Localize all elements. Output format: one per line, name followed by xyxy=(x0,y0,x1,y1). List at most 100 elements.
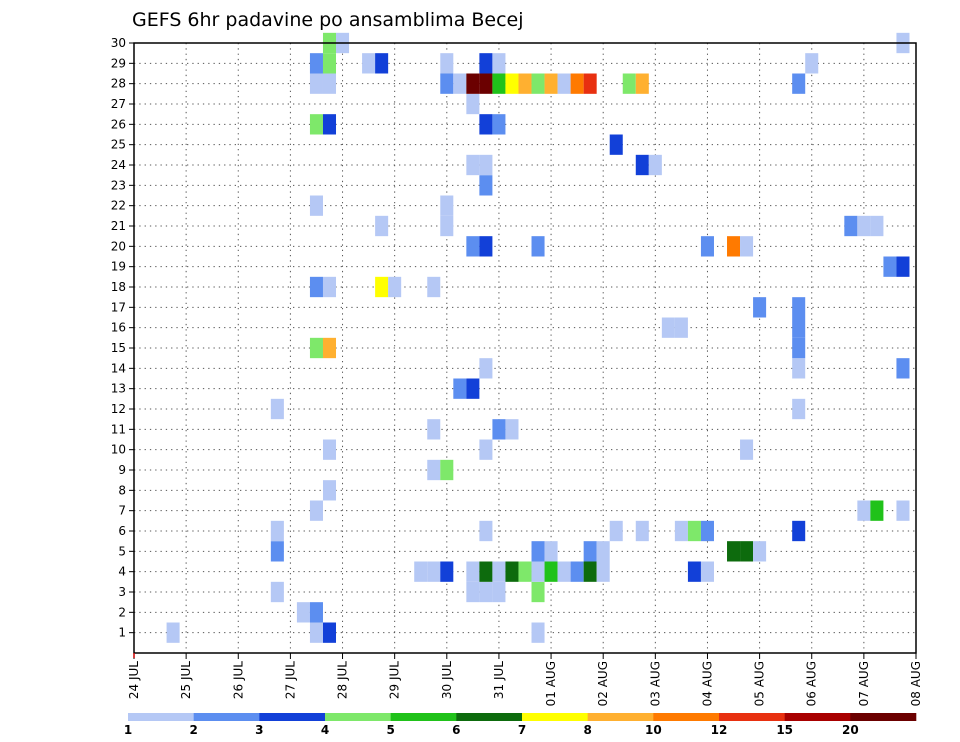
colorbar-label: 1 xyxy=(124,723,132,737)
precip-cell xyxy=(479,520,493,542)
precip-cell xyxy=(322,480,337,501)
precip-cell xyxy=(531,581,545,603)
colorbar-swatch xyxy=(850,713,917,721)
x-tick-label: 06 AUG xyxy=(805,661,819,706)
colorbar-swatch xyxy=(128,713,194,721)
colorbar-label: 10 xyxy=(645,723,662,737)
precip-cell xyxy=(740,439,754,460)
precip-cell xyxy=(870,500,884,521)
precip-cell xyxy=(427,276,441,298)
chart-title: GEFS 6hr padavine po ansamblima Becej xyxy=(132,9,524,31)
precip-cell xyxy=(479,53,493,74)
precip-cell xyxy=(557,561,571,582)
colorbar-swatch xyxy=(193,713,260,721)
y-tick-label: 15 xyxy=(111,341,126,355)
colorbar-swatch xyxy=(325,713,391,721)
x-tick-label: 08 AUG xyxy=(909,661,923,706)
precip-cell xyxy=(466,93,480,115)
y-tick-label: 6 xyxy=(118,524,126,538)
precip-cell xyxy=(792,297,806,318)
y-tick-label: 16 xyxy=(111,321,126,335)
x-tick-label: 05 AUG xyxy=(753,661,767,706)
y-tick-label: 30 xyxy=(111,36,126,50)
y-tick-label: 12 xyxy=(111,402,126,416)
x-tick-label: 24 JUL xyxy=(127,661,141,699)
precip-cell xyxy=(309,114,323,135)
precip-cell xyxy=(609,134,623,155)
precip-cell xyxy=(427,459,441,481)
colorbar-label: 2 xyxy=(189,723,197,737)
precip-cell xyxy=(622,73,636,94)
precip-cell xyxy=(479,439,493,460)
precip-cell xyxy=(700,520,714,542)
colorbar-swatch xyxy=(653,713,720,721)
colorbar: 1 2 3 4 5 6 7 8 10 12 15 20 xyxy=(124,713,917,737)
y-tick-label: 8 xyxy=(118,483,126,497)
precip-cell xyxy=(479,175,493,196)
y-tick-label: 23 xyxy=(111,178,126,192)
precip-cell xyxy=(427,419,441,440)
precip-cell xyxy=(674,520,688,542)
precip-cell xyxy=(479,73,493,94)
precip-cell xyxy=(375,215,389,237)
x-tick-label: 03 AUG xyxy=(648,661,662,706)
precip-cell xyxy=(453,378,467,399)
x-tick-label: 29 JUL xyxy=(388,661,402,699)
precip-cell xyxy=(583,541,597,562)
precip-cell xyxy=(166,622,180,643)
precip-cell xyxy=(388,276,402,298)
precip-cell xyxy=(792,337,806,359)
precip-cell xyxy=(792,520,806,542)
precip-cell xyxy=(687,520,701,542)
precip-cell xyxy=(896,500,910,521)
precip-cell xyxy=(322,622,337,643)
precip-cell xyxy=(466,561,480,582)
precip-cell xyxy=(857,215,871,237)
precip-cell xyxy=(700,561,714,582)
precip-cell xyxy=(753,541,767,562)
precip-cell xyxy=(648,154,662,176)
y-axis: 1234567891011121314151617181920212223242… xyxy=(111,36,134,640)
y-tick-label: 10 xyxy=(111,443,126,457)
precip-cell xyxy=(727,236,741,257)
colorbar-label: 6 xyxy=(452,723,460,737)
precip-cell xyxy=(753,297,767,318)
precip-cell xyxy=(492,114,506,135)
precip-cell xyxy=(518,73,532,94)
precip-cell xyxy=(427,561,441,582)
precip-cell xyxy=(544,73,558,94)
y-tick-label: 7 xyxy=(118,504,126,518)
precip-cell xyxy=(792,317,806,338)
precip-cell xyxy=(440,459,454,481)
precip-cell xyxy=(531,73,545,94)
precip-cell xyxy=(570,73,584,94)
precip-cell xyxy=(440,195,454,216)
precip-cell xyxy=(479,114,493,135)
precip-cell xyxy=(687,561,701,582)
precip-cell xyxy=(270,581,284,603)
precip-cell xyxy=(440,53,454,74)
x-tick-label: 31 JUL xyxy=(492,661,506,699)
precip-cell xyxy=(596,541,610,562)
precip-cell xyxy=(740,541,754,562)
precip-cell xyxy=(531,622,545,643)
precip-cell xyxy=(609,520,623,542)
precip-cell xyxy=(322,337,337,359)
precip-cell xyxy=(362,53,376,74)
grid xyxy=(134,42,916,653)
precipitation-cells xyxy=(166,32,910,643)
x-tick-label: 04 AUG xyxy=(700,661,714,706)
y-tick-label: 27 xyxy=(111,97,126,111)
x-tick-label: 07 AUG xyxy=(857,661,871,706)
precip-cell xyxy=(492,53,506,74)
y-tick-label: 28 xyxy=(111,77,126,91)
precip-cell xyxy=(857,500,871,521)
precip-cell xyxy=(583,73,597,94)
precip-cell xyxy=(309,500,323,521)
precip-cell xyxy=(466,378,480,399)
precip-cell xyxy=(531,561,545,582)
colorbar-swatch xyxy=(390,713,457,721)
y-tick-label: 18 xyxy=(111,280,126,294)
x-tick-label: 01 AUG xyxy=(544,661,558,706)
precip-cell xyxy=(466,73,480,94)
